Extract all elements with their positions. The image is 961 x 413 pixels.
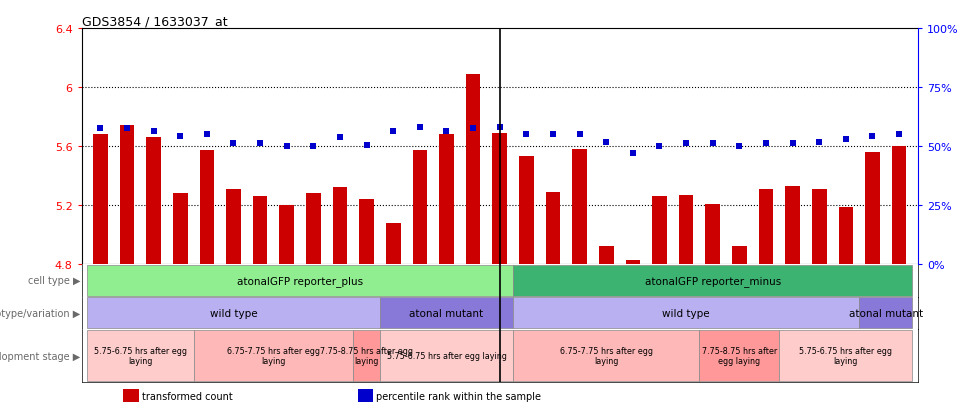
Text: percentile rank within the sample: percentile rank within the sample: [376, 391, 541, 401]
Bar: [839, 207, 853, 264]
Text: 6.75-7.75 hrs after egg
laying: 6.75-7.75 hrs after egg laying: [227, 346, 320, 366]
Point: [705, 140, 721, 147]
Bar: [359, 200, 374, 264]
Bar: [87, 297, 380, 328]
Text: genotype/variation ▶: genotype/variation ▶: [0, 308, 81, 318]
Text: atonalGFP reporter_plus: atonalGFP reporter_plus: [237, 275, 363, 286]
Bar: [173, 194, 187, 264]
Point: [92, 126, 108, 132]
Point: [199, 132, 214, 138]
Bar: [123, 389, 138, 402]
Point: [173, 133, 188, 140]
Bar: [812, 190, 826, 264]
Bar: [626, 260, 640, 264]
Text: 7.75-8.75 hrs after egg
laying: 7.75-8.75 hrs after egg laying: [320, 346, 413, 366]
Point: [465, 126, 480, 132]
Bar: [513, 330, 700, 381]
Bar: [193, 330, 354, 381]
Point: [758, 140, 774, 147]
Bar: [280, 206, 294, 264]
Point: [492, 124, 507, 131]
Point: [626, 151, 641, 157]
Bar: [492, 133, 507, 264]
Point: [731, 143, 747, 150]
Point: [892, 132, 907, 138]
Point: [333, 135, 348, 141]
Bar: [386, 223, 401, 264]
Bar: [892, 147, 906, 264]
Bar: [87, 265, 513, 296]
Text: 5.75-6.75 hrs after egg
laying: 5.75-6.75 hrs after egg laying: [94, 346, 186, 366]
Text: 6.75-7.75 hrs after egg
laying: 6.75-7.75 hrs after egg laying: [559, 346, 653, 366]
Bar: [93, 135, 108, 264]
Point: [226, 140, 241, 147]
Bar: [357, 389, 373, 402]
Point: [599, 139, 614, 146]
Bar: [519, 157, 533, 264]
Point: [519, 132, 534, 138]
Text: atonal mutant: atonal mutant: [409, 308, 483, 318]
Point: [146, 129, 161, 135]
Bar: [146, 138, 160, 264]
Point: [838, 136, 853, 142]
Bar: [439, 135, 454, 264]
Bar: [859, 297, 912, 328]
Bar: [732, 247, 747, 264]
Point: [572, 132, 587, 138]
Bar: [705, 204, 720, 264]
Bar: [354, 330, 380, 381]
Point: [412, 124, 428, 131]
Point: [358, 142, 374, 149]
Bar: [700, 330, 779, 381]
Point: [439, 129, 455, 135]
Bar: [380, 297, 513, 328]
Point: [865, 133, 880, 140]
Bar: [380, 330, 513, 381]
Text: atonal mutant: atonal mutant: [849, 308, 923, 318]
Text: 5.75-6.75 hrs after egg laying: 5.75-6.75 hrs after egg laying: [386, 351, 506, 360]
Point: [811, 139, 826, 146]
Bar: [546, 192, 560, 264]
Bar: [779, 330, 912, 381]
Point: [545, 132, 560, 138]
Text: wild type: wild type: [662, 308, 710, 318]
Text: cell type ▶: cell type ▶: [28, 275, 81, 286]
Bar: [333, 188, 347, 264]
Bar: [412, 151, 427, 264]
Bar: [253, 197, 267, 264]
Text: 7.75-8.75 hrs after
egg laying: 7.75-8.75 hrs after egg laying: [702, 346, 777, 366]
Bar: [678, 195, 694, 264]
Bar: [513, 265, 912, 296]
Text: GDS3854 / 1633037_at: GDS3854 / 1633037_at: [82, 15, 228, 28]
Bar: [758, 190, 774, 264]
Bar: [306, 194, 321, 264]
Bar: [599, 247, 613, 264]
Text: transformed count: transformed count: [142, 391, 233, 401]
Point: [279, 143, 294, 150]
Point: [785, 140, 801, 147]
Bar: [785, 186, 800, 264]
Point: [306, 143, 321, 150]
Bar: [466, 75, 480, 264]
Bar: [200, 151, 214, 264]
Text: wild type: wild type: [209, 308, 258, 318]
Bar: [513, 297, 859, 328]
Bar: [119, 126, 135, 264]
Bar: [653, 197, 667, 264]
Bar: [865, 152, 880, 264]
Point: [385, 129, 401, 135]
Bar: [573, 150, 587, 264]
Point: [652, 143, 667, 150]
Text: atonalGFP reporter_minus: atonalGFP reporter_minus: [645, 275, 781, 286]
Point: [253, 140, 268, 147]
Text: development stage ▶: development stage ▶: [0, 351, 81, 361]
Point: [119, 126, 135, 132]
Point: [678, 140, 694, 147]
Bar: [87, 330, 193, 381]
Text: 5.75-6.75 hrs after egg
laying: 5.75-6.75 hrs after egg laying: [800, 346, 893, 366]
Bar: [226, 190, 241, 264]
